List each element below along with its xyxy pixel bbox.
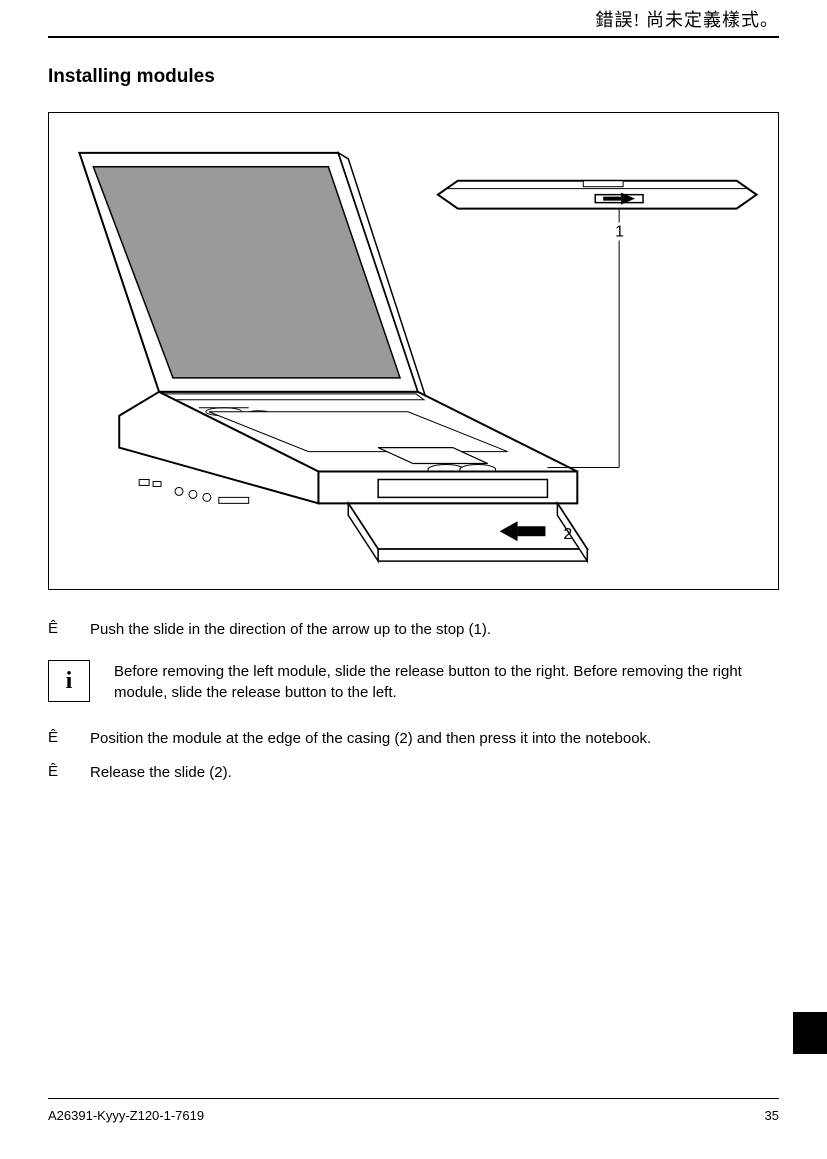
info-note: i Before removing the left module, slide… (48, 660, 779, 703)
module-tray (348, 503, 587, 561)
step-marker: Ê (48, 729, 90, 746)
laptop-base (119, 392, 577, 504)
step-marker: Ê (48, 620, 90, 637)
page-root: 錯誤! 尚未定義樣式。 Installing modules (0, 0, 827, 1159)
info-text: Before removing the left module, slide t… (114, 660, 779, 703)
step-marker: Ê (48, 763, 90, 780)
laptop-lid (69, 153, 426, 398)
footer-page-number: 35 (765, 1108, 779, 1123)
thumb-index-tab (793, 1012, 827, 1054)
footer-doc-id: A26391-Kyyy-Z120-1-7619 (48, 1108, 204, 1123)
step-2: Ê Position the module at the edge of the… (48, 729, 779, 749)
laptop-diagram: 2 1 (49, 113, 778, 589)
step-text: Push the slide in the direction of the a… (90, 620, 779, 640)
footer-rule (48, 1098, 779, 1099)
step-1: Ê Push the slide in the direction of the… (48, 620, 779, 640)
step-3: Ê Release the slide (2). (48, 763, 779, 783)
info-icon: i (48, 660, 90, 702)
steps-block: Ê Push the slide in the direction of the… (48, 606, 779, 783)
figure-container: 2 1 (48, 112, 779, 590)
figure-label-2: 2 (563, 526, 572, 543)
page-footer: A26391-Kyyy-Z120-1-7619 35 (48, 1108, 779, 1123)
header-error-text: 錯誤! 尚未定義樣式。 (596, 6, 780, 32)
front-view-inset (438, 181, 757, 209)
step-text: Release the slide (2). (90, 763, 779, 783)
section-title: Installing modules (48, 66, 215, 88)
header-rule (48, 36, 779, 38)
step-text: Position the module at the edge of the c… (90, 729, 779, 749)
figure-label-1: 1 (615, 223, 624, 240)
